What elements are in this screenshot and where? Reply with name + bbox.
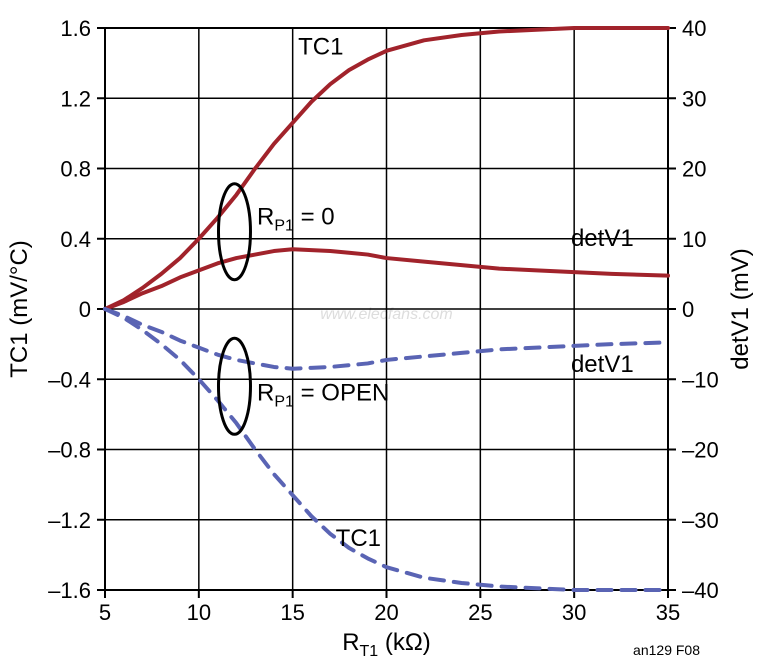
series-label-TC1_Rp0: TC1 [298, 33, 343, 60]
yr-tick-label: 10 [682, 227, 706, 252]
yr-axis-label: detV1 (mV) [727, 248, 754, 369]
yr-tick-label: –20 [682, 438, 719, 463]
yl-tick-label: –1.2 [48, 508, 91, 533]
yl-tick-label: 0 [79, 297, 91, 322]
x-tick-label: 35 [656, 600, 680, 625]
yl-tick-label: –1.6 [48, 578, 91, 603]
yl-tick-label: 0.8 [60, 157, 91, 182]
x-tick-label: 15 [280, 600, 304, 625]
yl-axis-label: TC1 (mV/°C) [6, 240, 33, 378]
figure-id-label: an129 F08 [633, 642, 700, 658]
yr-tick-label: 40 [682, 16, 706, 41]
x-tick-label: 20 [374, 600, 398, 625]
ellipse-label: RP1 = 0 [257, 204, 335, 235]
yl-tick-label: 0.4 [60, 227, 91, 252]
yr-tick-label: –10 [682, 367, 719, 392]
x-tick-label: 30 [562, 600, 586, 625]
yr-tick-label: 0 [682, 297, 694, 322]
chart: www.elecfans.com5101520253035–1.6–40–1.2… [0, 0, 765, 672]
yr-tick-label: –40 [682, 578, 719, 603]
x-tick-label: 25 [468, 600, 492, 625]
x-tick-label: 10 [187, 600, 211, 625]
yr-tick-label: –30 [682, 508, 719, 533]
ellipse-label: RP1 = OPEN [257, 379, 389, 410]
yl-tick-label: 1.2 [60, 86, 91, 111]
yr-tick-label: 30 [682, 86, 706, 111]
series-label-detV1_RpOpen: detV1 [571, 351, 634, 378]
yl-tick-label: 1.6 [60, 16, 91, 41]
x-tick-label: 5 [99, 600, 111, 625]
yl-tick-label: –0.8 [48, 438, 91, 463]
yr-tick-label: 20 [682, 157, 706, 182]
yl-tick-label: –0.4 [48, 367, 91, 392]
series-label-TC1_RpOpen: TC1 [336, 525, 381, 552]
series-label-detV1_Rp0: detV1 [571, 225, 634, 252]
x-axis-label: RT1 (kΩ) [342, 629, 431, 660]
